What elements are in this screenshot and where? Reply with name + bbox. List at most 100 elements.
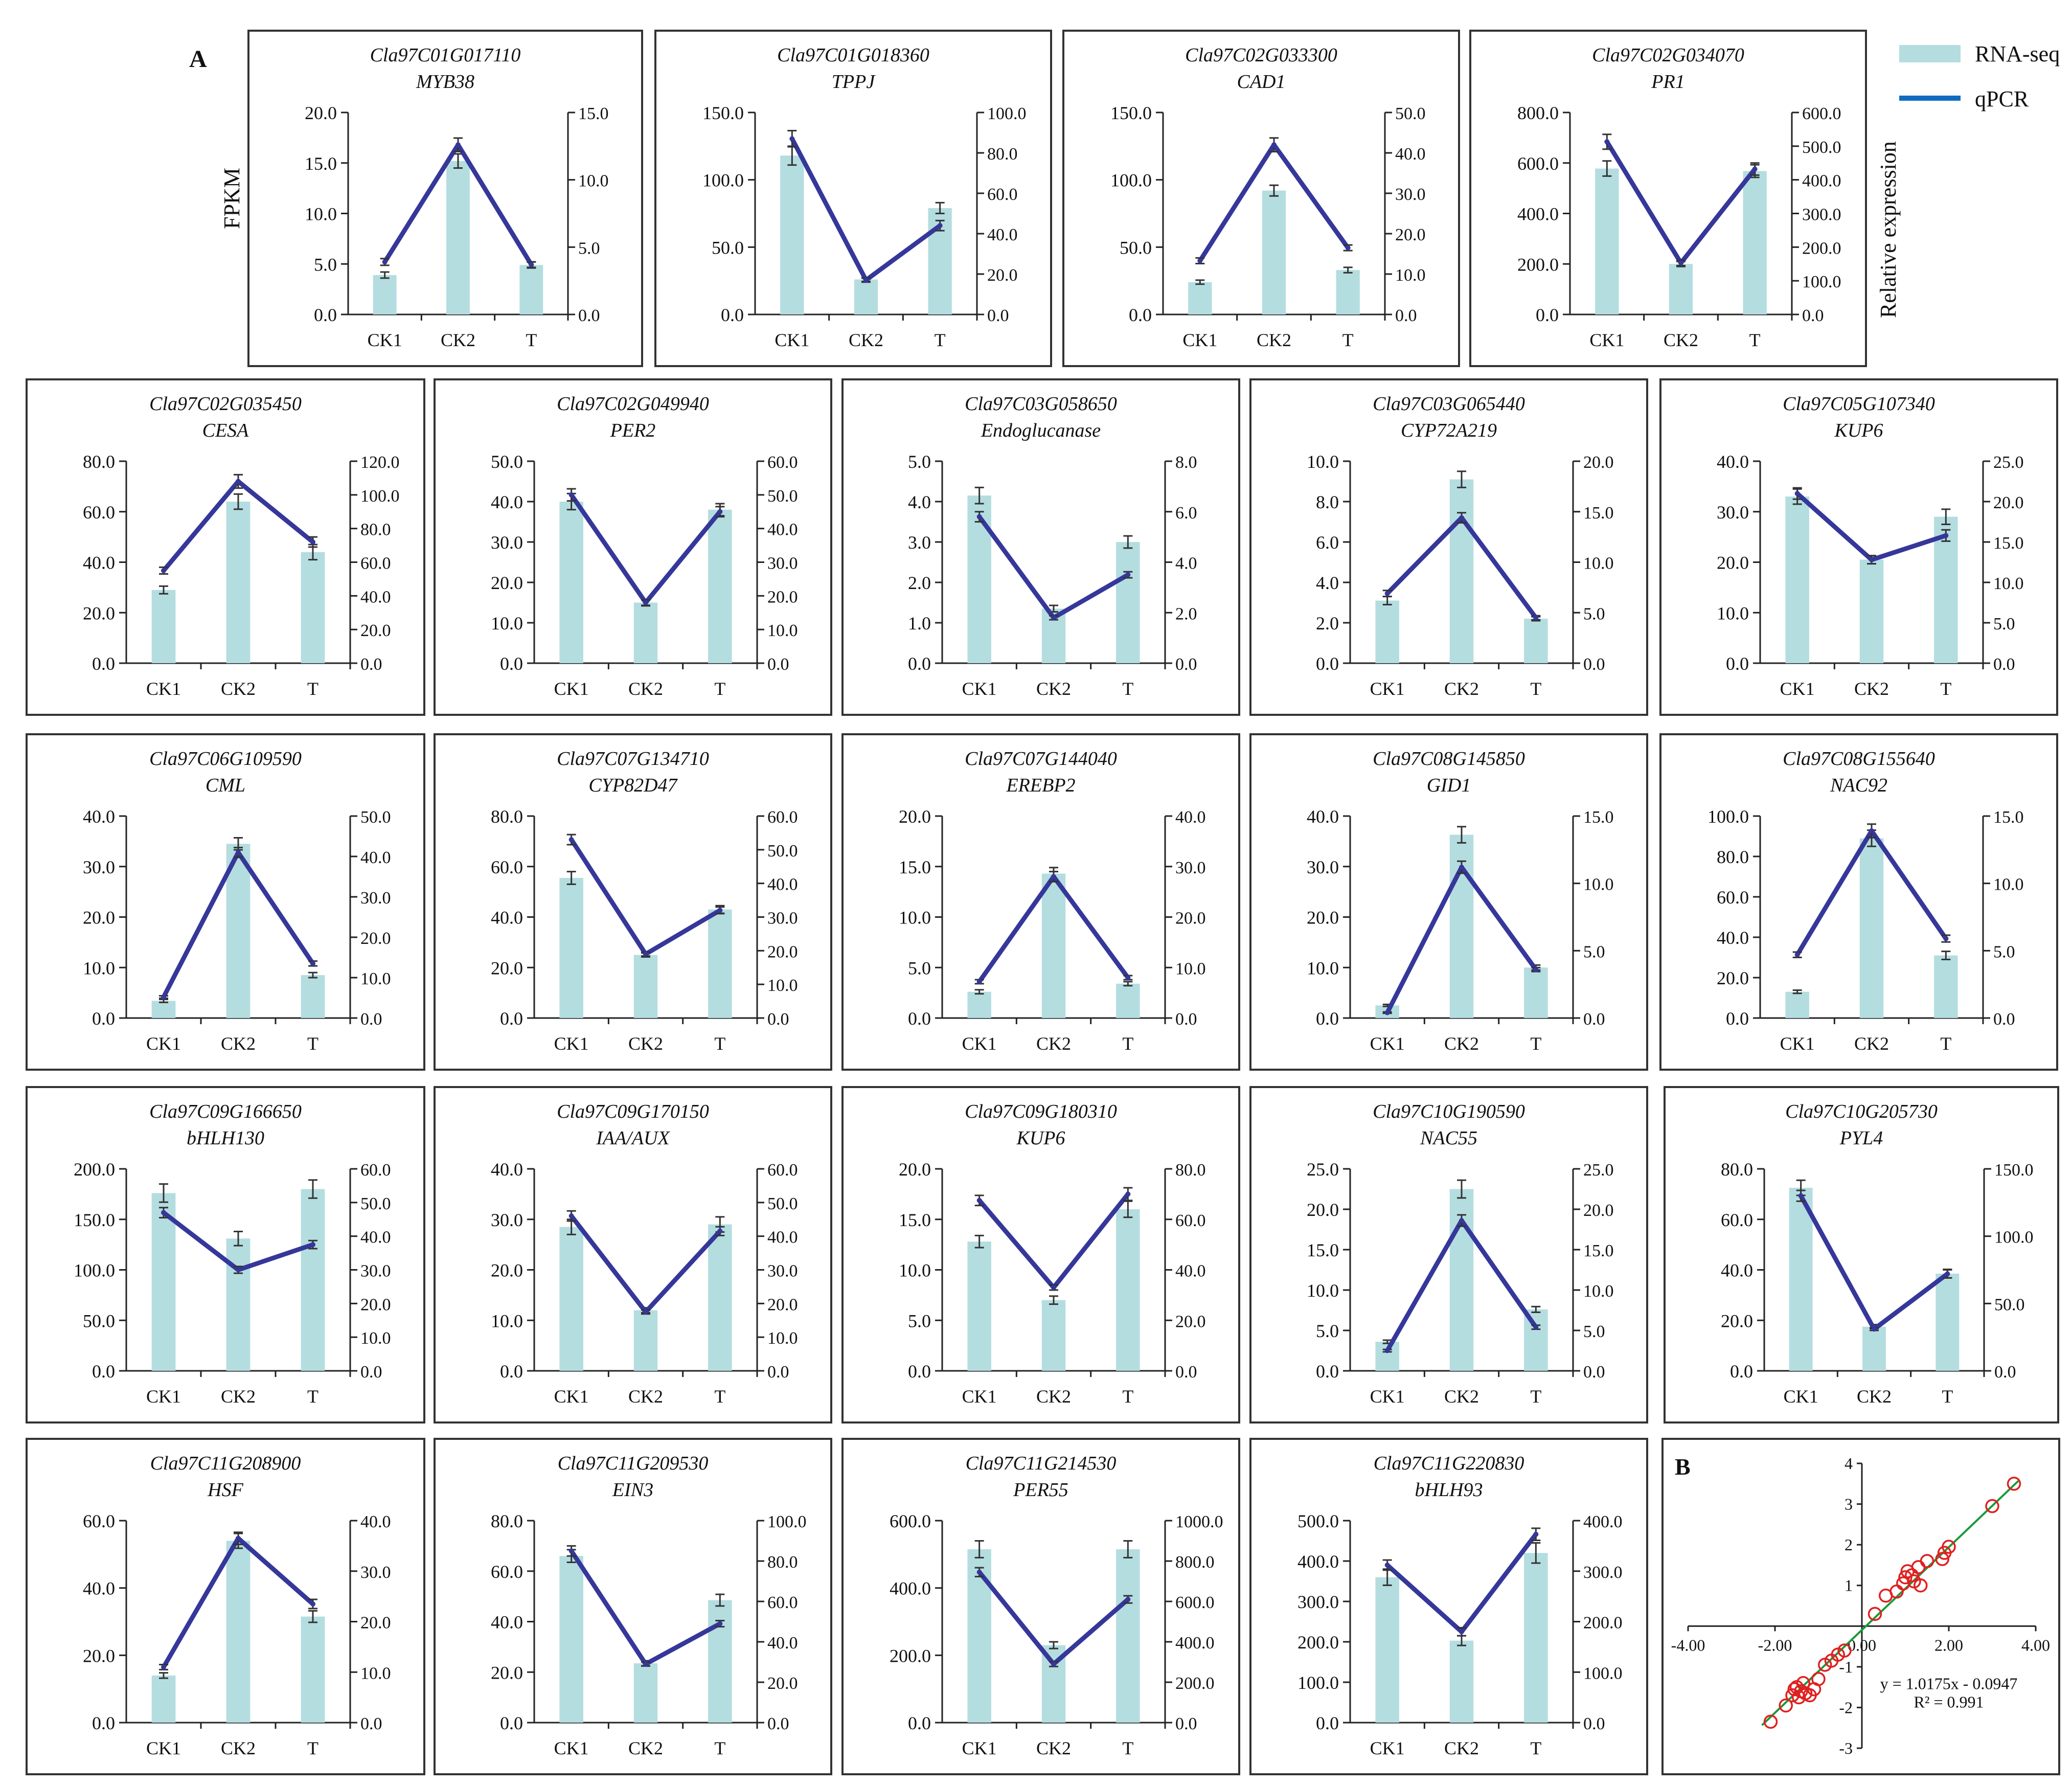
x-tick-label: T xyxy=(714,1033,725,1054)
right-tick-label: 30.0 xyxy=(1395,185,1426,204)
left-tick-label: 200.0 xyxy=(1297,1632,1339,1653)
chart-title-gene: NAC55 xyxy=(1420,1127,1477,1149)
x-tick-label: 2.00 xyxy=(1934,1636,1963,1654)
panel-frame xyxy=(1659,733,2058,1071)
chart-title-id: Cla97C09G170150 xyxy=(557,1101,709,1122)
bar xyxy=(559,1227,583,1371)
x-tick-label: CK2 xyxy=(221,679,256,699)
right-tick-label: 40.0 xyxy=(767,875,798,894)
x-tick-label: CK1 xyxy=(962,1738,997,1758)
chart-panel: Cla97C11G220830 bHLH93 0.0 100.0 200.0 300.0 4… xyxy=(1249,1438,1648,1775)
left-tick-label: 20.0 xyxy=(491,958,523,978)
bar xyxy=(1188,282,1212,314)
bar xyxy=(1524,1553,1548,1723)
x-tick-label: T xyxy=(1122,679,1133,699)
qpcr-line xyxy=(570,1214,722,1315)
right-tick-label: 0.0 xyxy=(1583,1714,1605,1733)
chart-panel: Cla97C09G170150 IAA/AUX 0.0 10.0 20.0 30.0 40.… xyxy=(434,1086,832,1424)
qpcr-line xyxy=(569,493,722,605)
y-tick-label: 2 xyxy=(1845,1535,1853,1554)
bar xyxy=(633,1663,658,1723)
scatter-point xyxy=(1785,1688,1800,1703)
line-point xyxy=(236,479,241,484)
chart-panel: Cla97C08G145850 GID1 0.0 10.0 20.0 30.0 40.0 0.… xyxy=(1249,733,1648,1071)
right-tick-label: 10.0 xyxy=(1175,959,1206,978)
x-tick-label: T xyxy=(307,1738,318,1758)
x-tick-label: T xyxy=(1530,1738,1541,1758)
right-tick-label: 20.0 xyxy=(767,1674,798,1693)
bar xyxy=(1336,270,1360,314)
regression-equation: y = 1.0175x - 0.0947 xyxy=(1880,1675,2018,1693)
right-tick-label: 0.0 xyxy=(1583,1363,1605,1382)
bar xyxy=(1375,1577,1399,1723)
scatter-point xyxy=(1942,1540,1956,1554)
left-tick-label: 200.0 xyxy=(1517,254,1559,275)
line-point xyxy=(1051,1661,1056,1667)
bar xyxy=(226,1541,251,1723)
bar xyxy=(708,509,732,663)
chart-panel: Cla97C03G065440 CYP72A219 0.0 2.0 4.0 6.0 8.0 1… xyxy=(1249,378,1648,716)
chart-panel: Cla97C02G034070 PR1 0.0 200.0 400.0 600.0 800.… xyxy=(1469,30,1867,367)
x-tick-label: T xyxy=(1342,330,1354,350)
right-tick-label: 0.0 xyxy=(360,655,382,674)
chart-title-id: Cla97C08G155640 xyxy=(1783,748,1935,770)
right-tick-label: 60.0 xyxy=(767,1161,798,1180)
x-tick-label: T xyxy=(1942,1386,1953,1407)
x-tick-label: CK2 xyxy=(628,1386,663,1407)
bar xyxy=(708,1600,732,1723)
left-tick-label: 100.0 xyxy=(1707,806,1749,827)
chart-title-id: Cla97C01G017110 xyxy=(370,44,521,66)
left-tick-label: 60.0 xyxy=(491,857,523,877)
left-tick-label: 80.0 xyxy=(1717,847,1749,867)
bar xyxy=(559,502,583,663)
left-tick-label: 20.0 xyxy=(1717,968,1749,988)
left-tick-label: 0.0 xyxy=(500,1713,523,1733)
chart-title-gene: MYB38 xyxy=(416,71,474,93)
left-tick-label: 10.0 xyxy=(491,1310,523,1331)
bar xyxy=(559,877,583,1018)
line-point xyxy=(1604,139,1610,145)
bar xyxy=(967,991,991,1018)
right-tick-label: 10.0 xyxy=(767,1329,798,1348)
x-tick-label: T xyxy=(1530,1033,1541,1054)
left-tick-label: 150.0 xyxy=(74,1210,115,1230)
line-point xyxy=(1384,1348,1390,1353)
bar xyxy=(1041,1300,1066,1371)
panel-frame xyxy=(841,733,1240,1071)
right-tick-label: 30.0 xyxy=(360,1262,391,1281)
chart-title-gene: CAD1 xyxy=(1237,71,1286,93)
right-tick-label: 50.0 xyxy=(360,808,391,827)
qpcr-line xyxy=(790,138,942,283)
line-point xyxy=(717,509,723,514)
line-point xyxy=(1384,1562,1390,1568)
panel-frame xyxy=(841,378,1240,716)
right-tick-label: 40.0 xyxy=(360,1512,391,1531)
x-tick-label: CK1 xyxy=(1370,1033,1405,1054)
right-tick-label: 5.0 xyxy=(1583,1322,1605,1341)
left-tick-label: 200.0 xyxy=(890,1645,931,1666)
left-tick-label: 0.0 xyxy=(92,1008,115,1029)
chart-title-gene: KUP6 xyxy=(1834,420,1883,441)
right-tick-label: 60.0 xyxy=(987,185,1018,204)
x-tick-label: T xyxy=(1940,1033,1951,1054)
line-point xyxy=(236,850,241,855)
right-tick-label: 400.0 xyxy=(1583,1512,1623,1531)
right-tick-label: 200.0 xyxy=(1802,239,1841,258)
line-point xyxy=(310,1242,315,1248)
left-tick-label: 40.0 xyxy=(83,1578,115,1599)
right-tick-label: 25.0 xyxy=(1993,453,2024,472)
left-tick-label: 400.0 xyxy=(1517,204,1559,224)
left-tick-label: 50.0 xyxy=(712,237,744,258)
chart-panel: Cla97C08G155640 NAC92 0.0 20.0 40.0 60.0 80.0 1… xyxy=(1659,733,2058,1071)
left-tick-label: 0.0 xyxy=(500,653,523,674)
x-tick-label: CK2 xyxy=(1036,1738,1071,1758)
bar xyxy=(301,1189,325,1371)
right-tick-label: 15.0 xyxy=(578,104,609,123)
left-tick-label: 100.0 xyxy=(1110,170,1152,191)
right-tick-label: 40.0 xyxy=(1175,808,1206,827)
x-tick-label: T xyxy=(307,1033,318,1054)
bar xyxy=(1262,190,1286,314)
right-tick-label: 60.0 xyxy=(767,808,798,827)
right-tick-label: 120.0 xyxy=(360,453,400,472)
left-tick-label: 40.0 xyxy=(1717,928,1749,948)
